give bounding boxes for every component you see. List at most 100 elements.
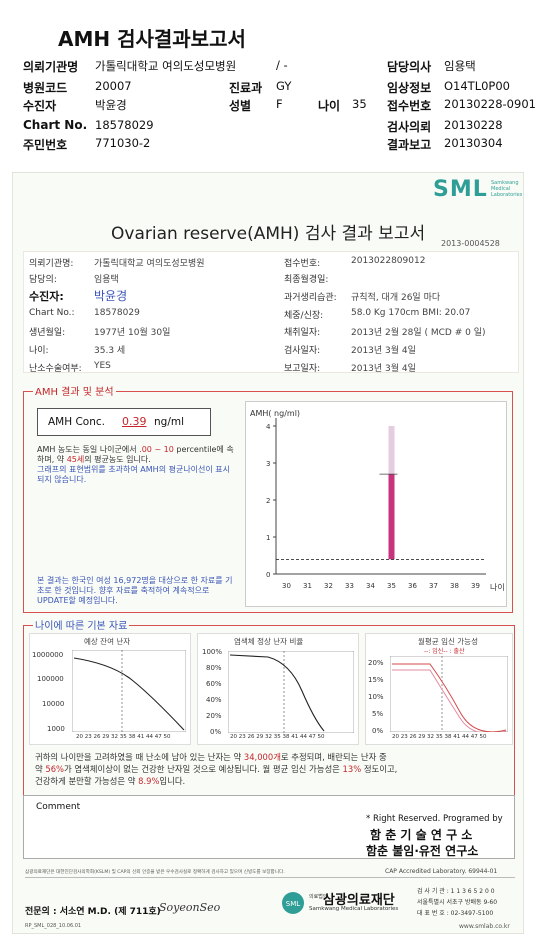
amh-value: 0.39 [122, 415, 147, 428]
tick-label: 1000 [47, 725, 65, 733]
hdr-label: 접수번호 [387, 99, 432, 113]
info-value: 58.0 Kg 170cm BMI: 20.07 [351, 308, 471, 318]
mini3-plot [390, 656, 508, 732]
tick-label: 100000 [37, 675, 64, 683]
amh-label: AMH Conc. [48, 416, 105, 428]
tick-label: 0% [210, 728, 222, 736]
x-axis-label: 나이 [490, 582, 505, 592]
tick-label: 5% [372, 710, 384, 718]
x-tick-label: 30 [282, 582, 291, 590]
y-tick-label: 4 [266, 423, 271, 431]
y-axis-label: AMH( ng/ml) [250, 409, 300, 418]
mini3-title: 월평균 임신 가능성 [418, 637, 478, 646]
y-tick-label: 1 [266, 534, 270, 542]
x-tick-label: 38 [450, 582, 459, 590]
info-value: 2013022809012 [351, 256, 426, 266]
info-label: 보고일자: [284, 364, 321, 374]
x-tick-label: 37 [429, 582, 438, 590]
hdr-value: 가톨릭대학교 여의도성모병원 [95, 59, 237, 73]
y-tick-label: 0 [266, 571, 270, 579]
hdr-value: O14TL0P00 [444, 79, 511, 93]
tick-label: 80% [206, 664, 222, 672]
tick-label: 10000 [42, 700, 65, 708]
hdr-value: F [276, 97, 283, 111]
amh-chart-area: AMH( ng/ml) 0 1 2 3 4 30 31 32 33 34 35 36 37 38 39 나이 [245, 401, 507, 607]
hdr-label: 의뢰기관명 [23, 60, 79, 74]
hdr-value: 20130228-09012 [444, 97, 536, 111]
tick-label: 20% [368, 659, 384, 667]
mini-chart-pregnancy: 월평균 임신 가능성 --: 임신-- : 출산 20% 15% 10% 5% … [365, 633, 513, 745]
foundation-logo-icon: SML [282, 892, 304, 914]
mini2-x-ticks: 20 23 26 29 32 35 38 41 44 47 50 [230, 734, 325, 740]
hdr-label: 결과보고 [387, 138, 432, 152]
x-tick-label: 31 [303, 582, 312, 590]
info-label: 수진자: [29, 290, 64, 303]
x-tick-label: 33 [345, 582, 354, 590]
hdr-label: 성별 [229, 99, 252, 113]
info-label: 의뢰기관명: [29, 259, 74, 269]
mini1-x-ticks: 20 23 26 29 32 35 38 41 44 47 50 [76, 734, 171, 740]
foundation-name: 삼광의료재단 [323, 893, 395, 908]
tick-label: 40% [206, 696, 222, 704]
summary-text: 귀하의 나이만을 고려하였을 때 난소에 남아 있는 난자는 약 34,000개… [35, 752, 398, 786]
report-title: Ovarian reserve(AMH) 검사 결과 보고서 [111, 224, 426, 244]
info-value: 1977년 10월 30일 [94, 328, 171, 338]
hdr-value: 20130228 [444, 118, 503, 132]
info-label: 나이: [29, 346, 49, 356]
hdr-value: 18578029 [95, 118, 154, 132]
website: www.smlab.co.kr [459, 923, 510, 930]
info-value: 2013년 3월 4일 [351, 346, 416, 356]
comment-label: Comment [36, 802, 81, 812]
hdr-value: GY [276, 79, 292, 93]
info-value: 2013년 2월 28일 ( MCD # 0 일) [351, 328, 486, 338]
sml-logo-sub: Samkwang Medical Laboratories [491, 180, 523, 198]
hdr-value: / - [276, 58, 288, 72]
cap-text: CAP Accredited Laboratory. 69944-01 [385, 868, 498, 875]
info-value: 35.3 세 [94, 346, 126, 356]
note-text: 본 결과는 한국인 여성 16,972명을 대상으로 한 자료를 기초로 한 것… [37, 576, 233, 605]
info-label: 검사일자: [284, 346, 321, 356]
hdr-label: 나이 [318, 99, 341, 113]
info-value: 18578029 [94, 308, 140, 318]
hdr-value: 771030-2 [95, 136, 151, 150]
amh-value-box: AMH Conc. 0.39 ng/ml [37, 408, 211, 436]
amh-unit: ng/ml [154, 416, 185, 428]
specialist: 전문의 : 서소연 M.D. (제 711호) [25, 907, 161, 917]
mini3-x-ticks: 20 23 26 29 32 35 38 41 44 47 50 [392, 734, 487, 740]
mini-chart-oocytes: 예상 잔여 난자 1000000 100000 10000 1000 20 23… [29, 633, 191, 745]
y-tick-label: 2 [266, 497, 270, 505]
hdr-value: 임용택 [444, 59, 476, 73]
comment-box: Comment * Right Reserved. Programed by 함… [23, 795, 515, 859]
hdr-label: 주민번호 [23, 138, 68, 152]
hdr-value: 박윤경 [95, 98, 127, 112]
header-title: AMH 검사결과보고서 [58, 27, 246, 51]
x-tick-label: 35 [387, 582, 396, 590]
hdr-label: 병원코드 [23, 81, 68, 95]
info-label: 채취일자: [284, 328, 321, 338]
amh-bar [388, 474, 395, 560]
mini1-title: 예상 잔여 난자 [84, 637, 131, 646]
info-value: 규칙적, 대개 26일 마다 [351, 293, 441, 303]
hdr-label: 검사의뢰 [387, 120, 432, 134]
hdr-label: 수진자 [23, 99, 57, 113]
tick-label: 60% [206, 680, 222, 688]
address-1: 검 사 기 관 : 1 1 3 6 5 2 0 0 [417, 888, 495, 895]
mini2-title: 염색체 정상 난자 비율 [234, 637, 304, 646]
x-tick-label: 34 [366, 582, 375, 590]
hdr-label: 진료과 [229, 81, 263, 95]
mini3-legend: --: 임신-- : 출산 [424, 648, 465, 655]
mini-chart-normal-ratio: 염색체 정상 난자 비율 100% 80% 60% 40% 20% 0% 20 … [197, 633, 359, 745]
foundation-small: 의료법인 [309, 894, 328, 900]
info-label: 접수번호: [284, 259, 321, 269]
tick-label: 0% [372, 727, 384, 735]
address-2: 서울특별시 서초구 방배동 9-60 [417, 899, 498, 906]
tick-label: 20% [206, 712, 222, 720]
address-3: 대 표 번 호 : 02-3497-5100 [417, 910, 494, 917]
info-label: 난소수술여부: [29, 364, 82, 374]
lab-name-2: 함춘 불임·유전 연구소 [366, 844, 479, 858]
tick-label: 10% [368, 693, 384, 701]
mini1-plot [72, 650, 186, 732]
patient-info [23, 251, 519, 373]
hdr-value: 20007 [95, 79, 132, 93]
